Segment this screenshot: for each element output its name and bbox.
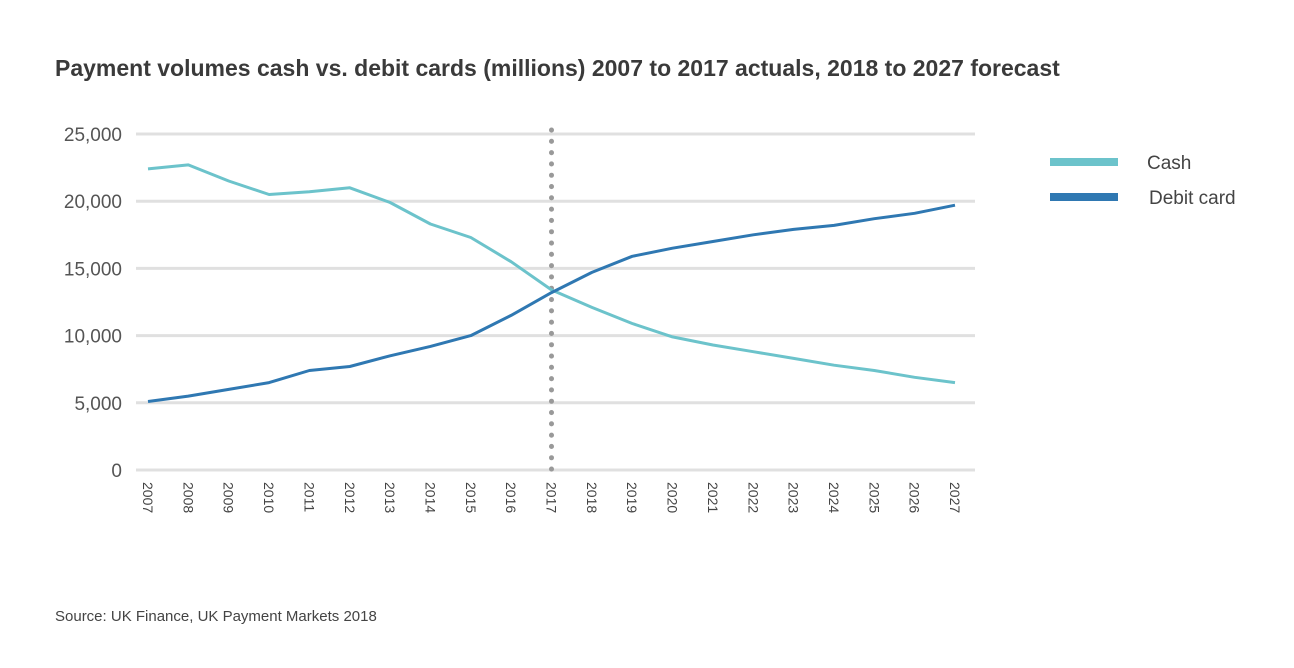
x-tick-label: 2013 <box>382 482 398 513</box>
x-tick-label: 2021 <box>705 482 721 513</box>
x-tick-label: 2023 <box>786 482 802 513</box>
y-tick-label: 25,000 <box>64 125 122 146</box>
x-tick-label: 2019 <box>624 482 640 513</box>
y-tick-label: 5,000 <box>74 394 122 415</box>
legend-label: Cash <box>1147 153 1191 174</box>
x-tick-label: 2011 <box>301 482 317 512</box>
x-tick-label: 2012 <box>342 482 358 513</box>
x-tick-label: 2017 <box>544 482 560 513</box>
x-tick-label: 2016 <box>503 482 519 513</box>
y-tick-label: 0 <box>111 461 122 482</box>
x-tick-label: 2027 <box>947 482 963 513</box>
x-tick-label: 2009 <box>221 482 237 513</box>
x-tick-label: 2020 <box>665 482 681 513</box>
y-tick-label: 20,000 <box>64 192 122 213</box>
x-tick-label: 2010 <box>261 482 277 513</box>
chart-title: Payment volumes cash vs. debit cards (mi… <box>55 55 1060 81</box>
x-tick-label: 2026 <box>907 482 923 513</box>
y-tick-label: 15,000 <box>64 259 122 280</box>
x-tick-label: 2024 <box>826 482 842 513</box>
x-tick-label: 2018 <box>584 482 600 513</box>
x-tick-label: 2022 <box>745 482 761 513</box>
series-line-debit-card <box>147 203 956 403</box>
x-tick-label: 2015 <box>463 482 479 513</box>
legend-label: Debit card <box>1149 188 1236 209</box>
x-tick-label: 2007 <box>140 482 156 513</box>
y-tick-label: 10,000 <box>64 327 122 348</box>
x-tick-label: 2014 <box>422 482 438 513</box>
x-tick-label: 2008 <box>180 482 196 513</box>
series-line-cash <box>147 163 956 385</box>
chart-source: Source: UK Finance, UK Payment Markets 2… <box>55 608 377 625</box>
x-tick-label: 2025 <box>866 482 882 513</box>
